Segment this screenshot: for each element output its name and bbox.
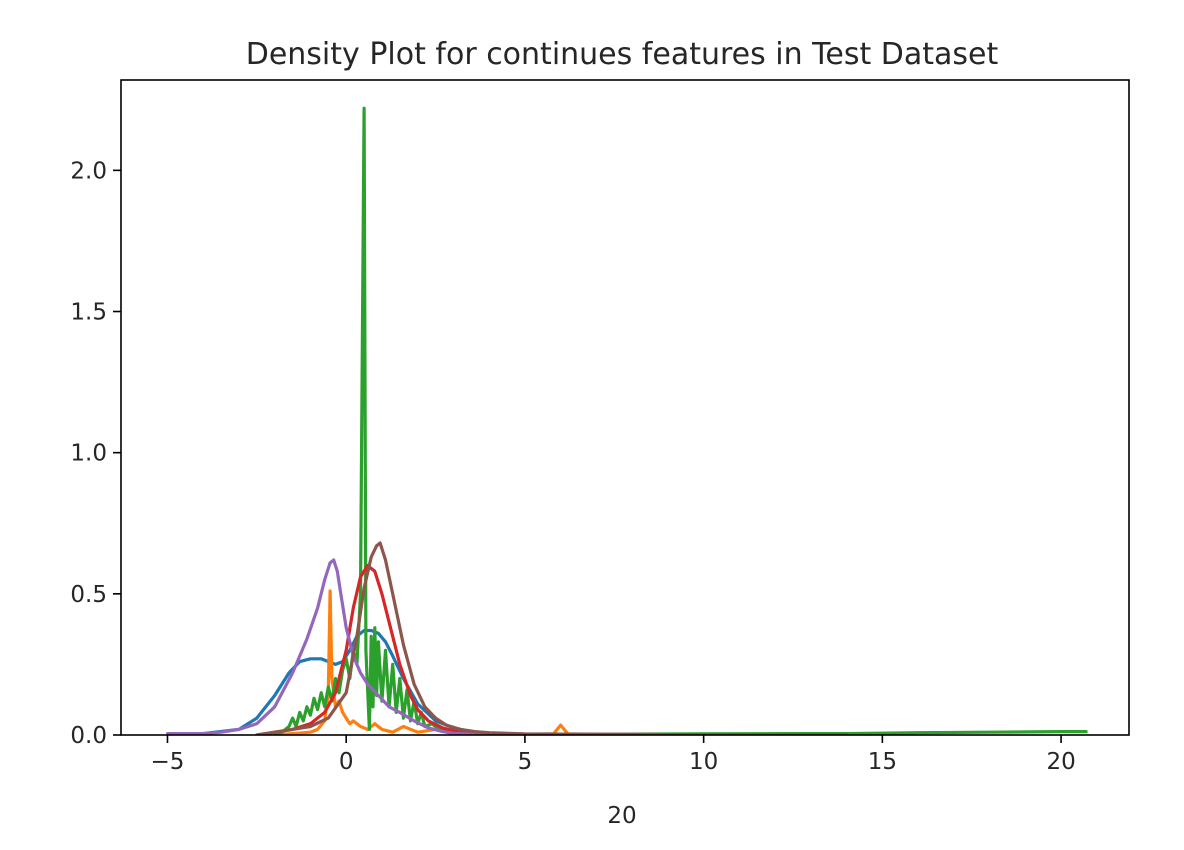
x-tick-label: 0 bbox=[339, 749, 354, 775]
plot-frame bbox=[120, 79, 1130, 736]
series-line-5 bbox=[165, 558, 527, 735]
x-tick-label: −5 bbox=[151, 749, 185, 775]
series-layer bbox=[165, 106, 1088, 735]
x-tick-label: 20 bbox=[1046, 749, 1075, 775]
plot-area bbox=[121, 80, 1129, 735]
y-tick-label: 0.5 bbox=[70, 582, 107, 608]
plot-background bbox=[121, 80, 1129, 735]
chart-title: Density Plot for continues features in T… bbox=[246, 37, 999, 72]
axes-layer: −5 0 5 10 15 20 0.0 0.5 1.0 1.5 2.0 bbox=[70, 79, 1130, 775]
x-tick-label: 5 bbox=[518, 749, 533, 775]
y-tick-label: 0.0 bbox=[70, 723, 107, 749]
x-axis-label: 20 bbox=[607, 803, 636, 829]
x-tick-label: 15 bbox=[868, 749, 897, 775]
series-line-6 bbox=[255, 541, 849, 735]
y-tick-label: 1.0 bbox=[70, 441, 107, 467]
y-tick-label: 1.5 bbox=[70, 300, 107, 326]
y-tick-label: 2.0 bbox=[70, 158, 107, 184]
x-tick-label: 10 bbox=[689, 749, 718, 775]
